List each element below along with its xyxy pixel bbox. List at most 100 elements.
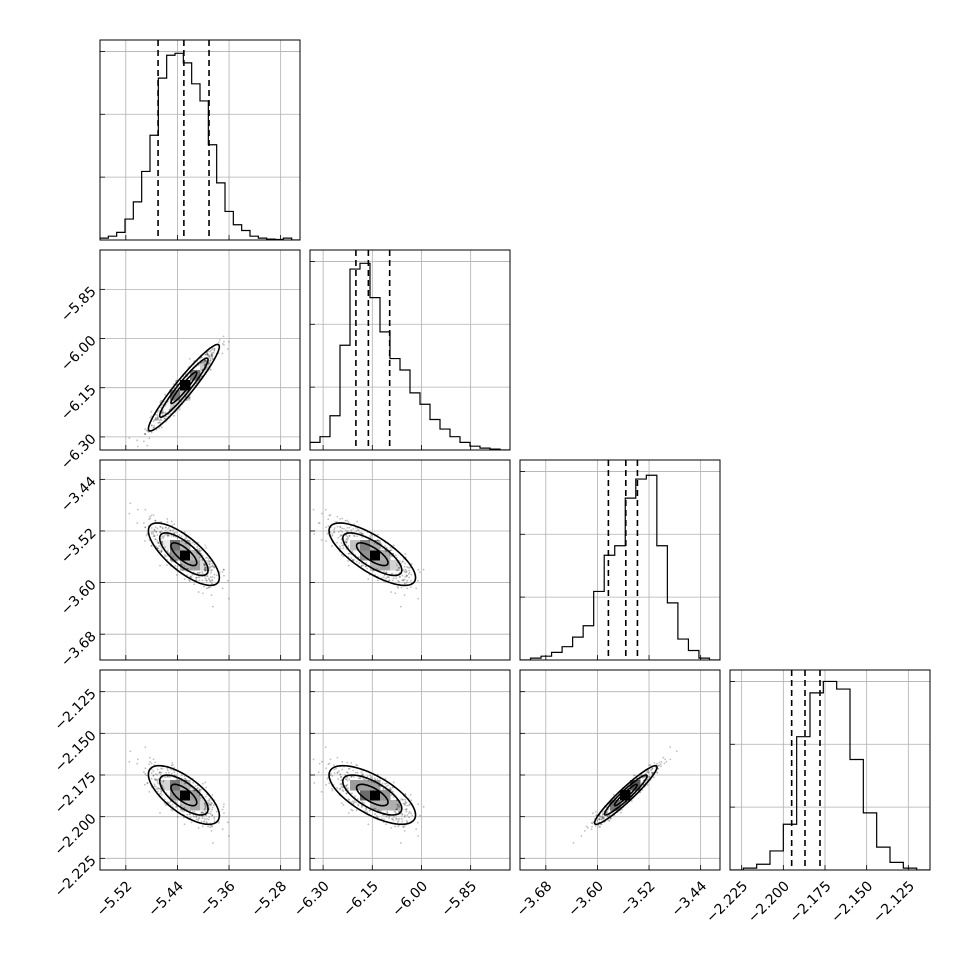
scatter-point [166,518,169,520]
scatter-point [152,426,155,429]
scatter-point [391,817,393,820]
scatter-point [608,814,611,817]
scatter-point [373,777,376,780]
scatter-point [388,788,391,791]
scatter-point [337,536,340,539]
scatter-point [205,579,208,582]
scatter-point [379,810,382,813]
scatter-point [355,530,358,532]
scatter-point [365,561,368,564]
scatter-point [585,825,588,828]
scatter-point [158,549,161,552]
panel-frame [309,459,511,661]
scatter-point [394,825,397,828]
scatter-point [651,767,654,770]
scatter-point [398,804,400,807]
scatter-point [204,557,207,559]
scatter-point [346,779,349,782]
scatter-point [165,533,167,536]
scatter-point [201,579,204,582]
scatter-point [417,568,420,571]
panel-3-3: −2.225−2.200−2.175−2.150−2.125 [703,669,931,926]
scatter-point [189,813,191,816]
scatter-point [206,575,209,578]
scatter-point [203,802,206,805]
scatter-point [344,774,346,776]
scatter-point [211,802,213,805]
scatter-point [600,816,603,819]
scatter-point [144,508,147,511]
scatter-point [404,793,407,796]
scatter-point [401,798,404,801]
scatter-point [373,542,376,545]
scatter-point [175,531,177,534]
density-cell [180,560,191,571]
scatter-point [388,817,391,819]
scatter-point [385,571,388,574]
scatter-point [211,562,214,565]
scatter-point [222,335,225,338]
scatter-point [312,508,315,511]
scatter-point [353,523,356,526]
scatter-point [405,574,408,577]
scatter-point [397,569,400,572]
scatter-point [594,810,597,813]
contour-level-1 [603,774,648,816]
scatter-point [168,534,170,537]
scatter-point [192,781,195,784]
scatter-point [392,796,395,798]
scatter-point [405,581,408,584]
scatter-point [389,549,392,552]
scatter-point [348,526,351,529]
scatter-point [223,340,225,343]
contour-level-2 [328,764,417,826]
scatter-point [401,818,403,820]
scatter-point [358,556,360,559]
scatter-point [213,566,216,569]
scatter-point [651,771,654,774]
x-tick-label: −2.125 [870,878,918,926]
scatter-point [403,570,406,573]
y-tick-label: −2.225 [52,853,100,901]
scatter-point [169,529,172,532]
scatter-point [209,359,212,361]
scatter-point [171,803,174,806]
scatter-point [345,541,347,544]
scatter-point [208,354,211,357]
scatter-point [399,576,401,579]
density-cell [350,540,361,551]
scatter-point [201,825,204,828]
density-cell [370,540,381,551]
scatter-point [345,534,347,537]
scatter-point [404,553,407,555]
scatter-point [204,804,207,807]
panel-content [520,460,720,660]
scatter-point [184,777,187,780]
scatter-point [160,520,162,523]
scatter-point [369,535,372,538]
scatter-point [190,821,193,824]
scatter-point [385,577,387,580]
scatter-point [394,554,397,557]
scatter-point [665,760,668,763]
scatter-point [362,774,365,777]
scatter-point [203,566,206,569]
density-cell [170,780,181,791]
density-cell [180,550,191,561]
scatter-point [142,771,145,774]
contour-level-2 [147,522,221,587]
scatter-point [601,813,604,815]
scatter-point [357,804,360,807]
scatter-point [361,772,364,775]
scatter-point [158,531,161,533]
scatter-point [590,828,593,831]
scatter-point [374,778,377,781]
scatter-point [213,349,216,351]
scatter-point [336,525,339,528]
scatter-point [339,529,342,532]
scatter-point [650,768,653,771]
scatter-point [361,805,364,807]
scatter-point [370,775,373,778]
scatter-point [341,789,344,791]
scatter-point [391,579,394,582]
